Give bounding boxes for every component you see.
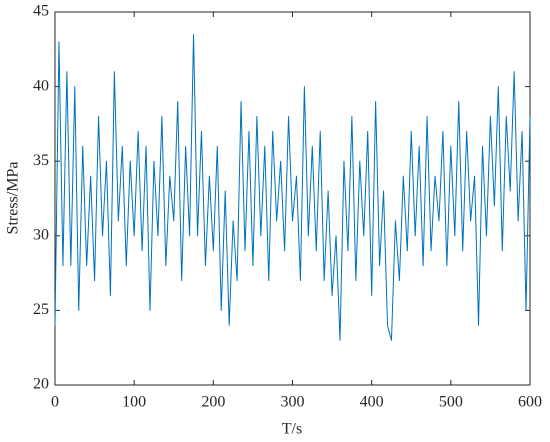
x-tick-label: 100: [122, 394, 146, 411]
x-tick-label: 300: [281, 394, 305, 411]
y-tick-label: 20: [33, 376, 49, 393]
x-tick-label: 600: [518, 394, 542, 411]
y-axis-label: Stress/MPa: [5, 162, 22, 235]
y-tick-label: 25: [33, 301, 49, 318]
x-tick-label: 400: [360, 394, 384, 411]
data-line: [54, 33, 531, 341]
y-tick-label: 35: [33, 152, 49, 169]
x-axis-label: T/s: [282, 421, 302, 438]
x-tick-label: 200: [201, 394, 225, 411]
y-tick-label: 30: [33, 226, 49, 243]
y-tick-label: 40: [33, 77, 49, 94]
x-tick-label: 500: [439, 394, 463, 411]
y-tick-label: 45: [33, 3, 49, 20]
plot-frame: [54, 11, 531, 386]
x-tick-label: 0: [51, 394, 59, 411]
